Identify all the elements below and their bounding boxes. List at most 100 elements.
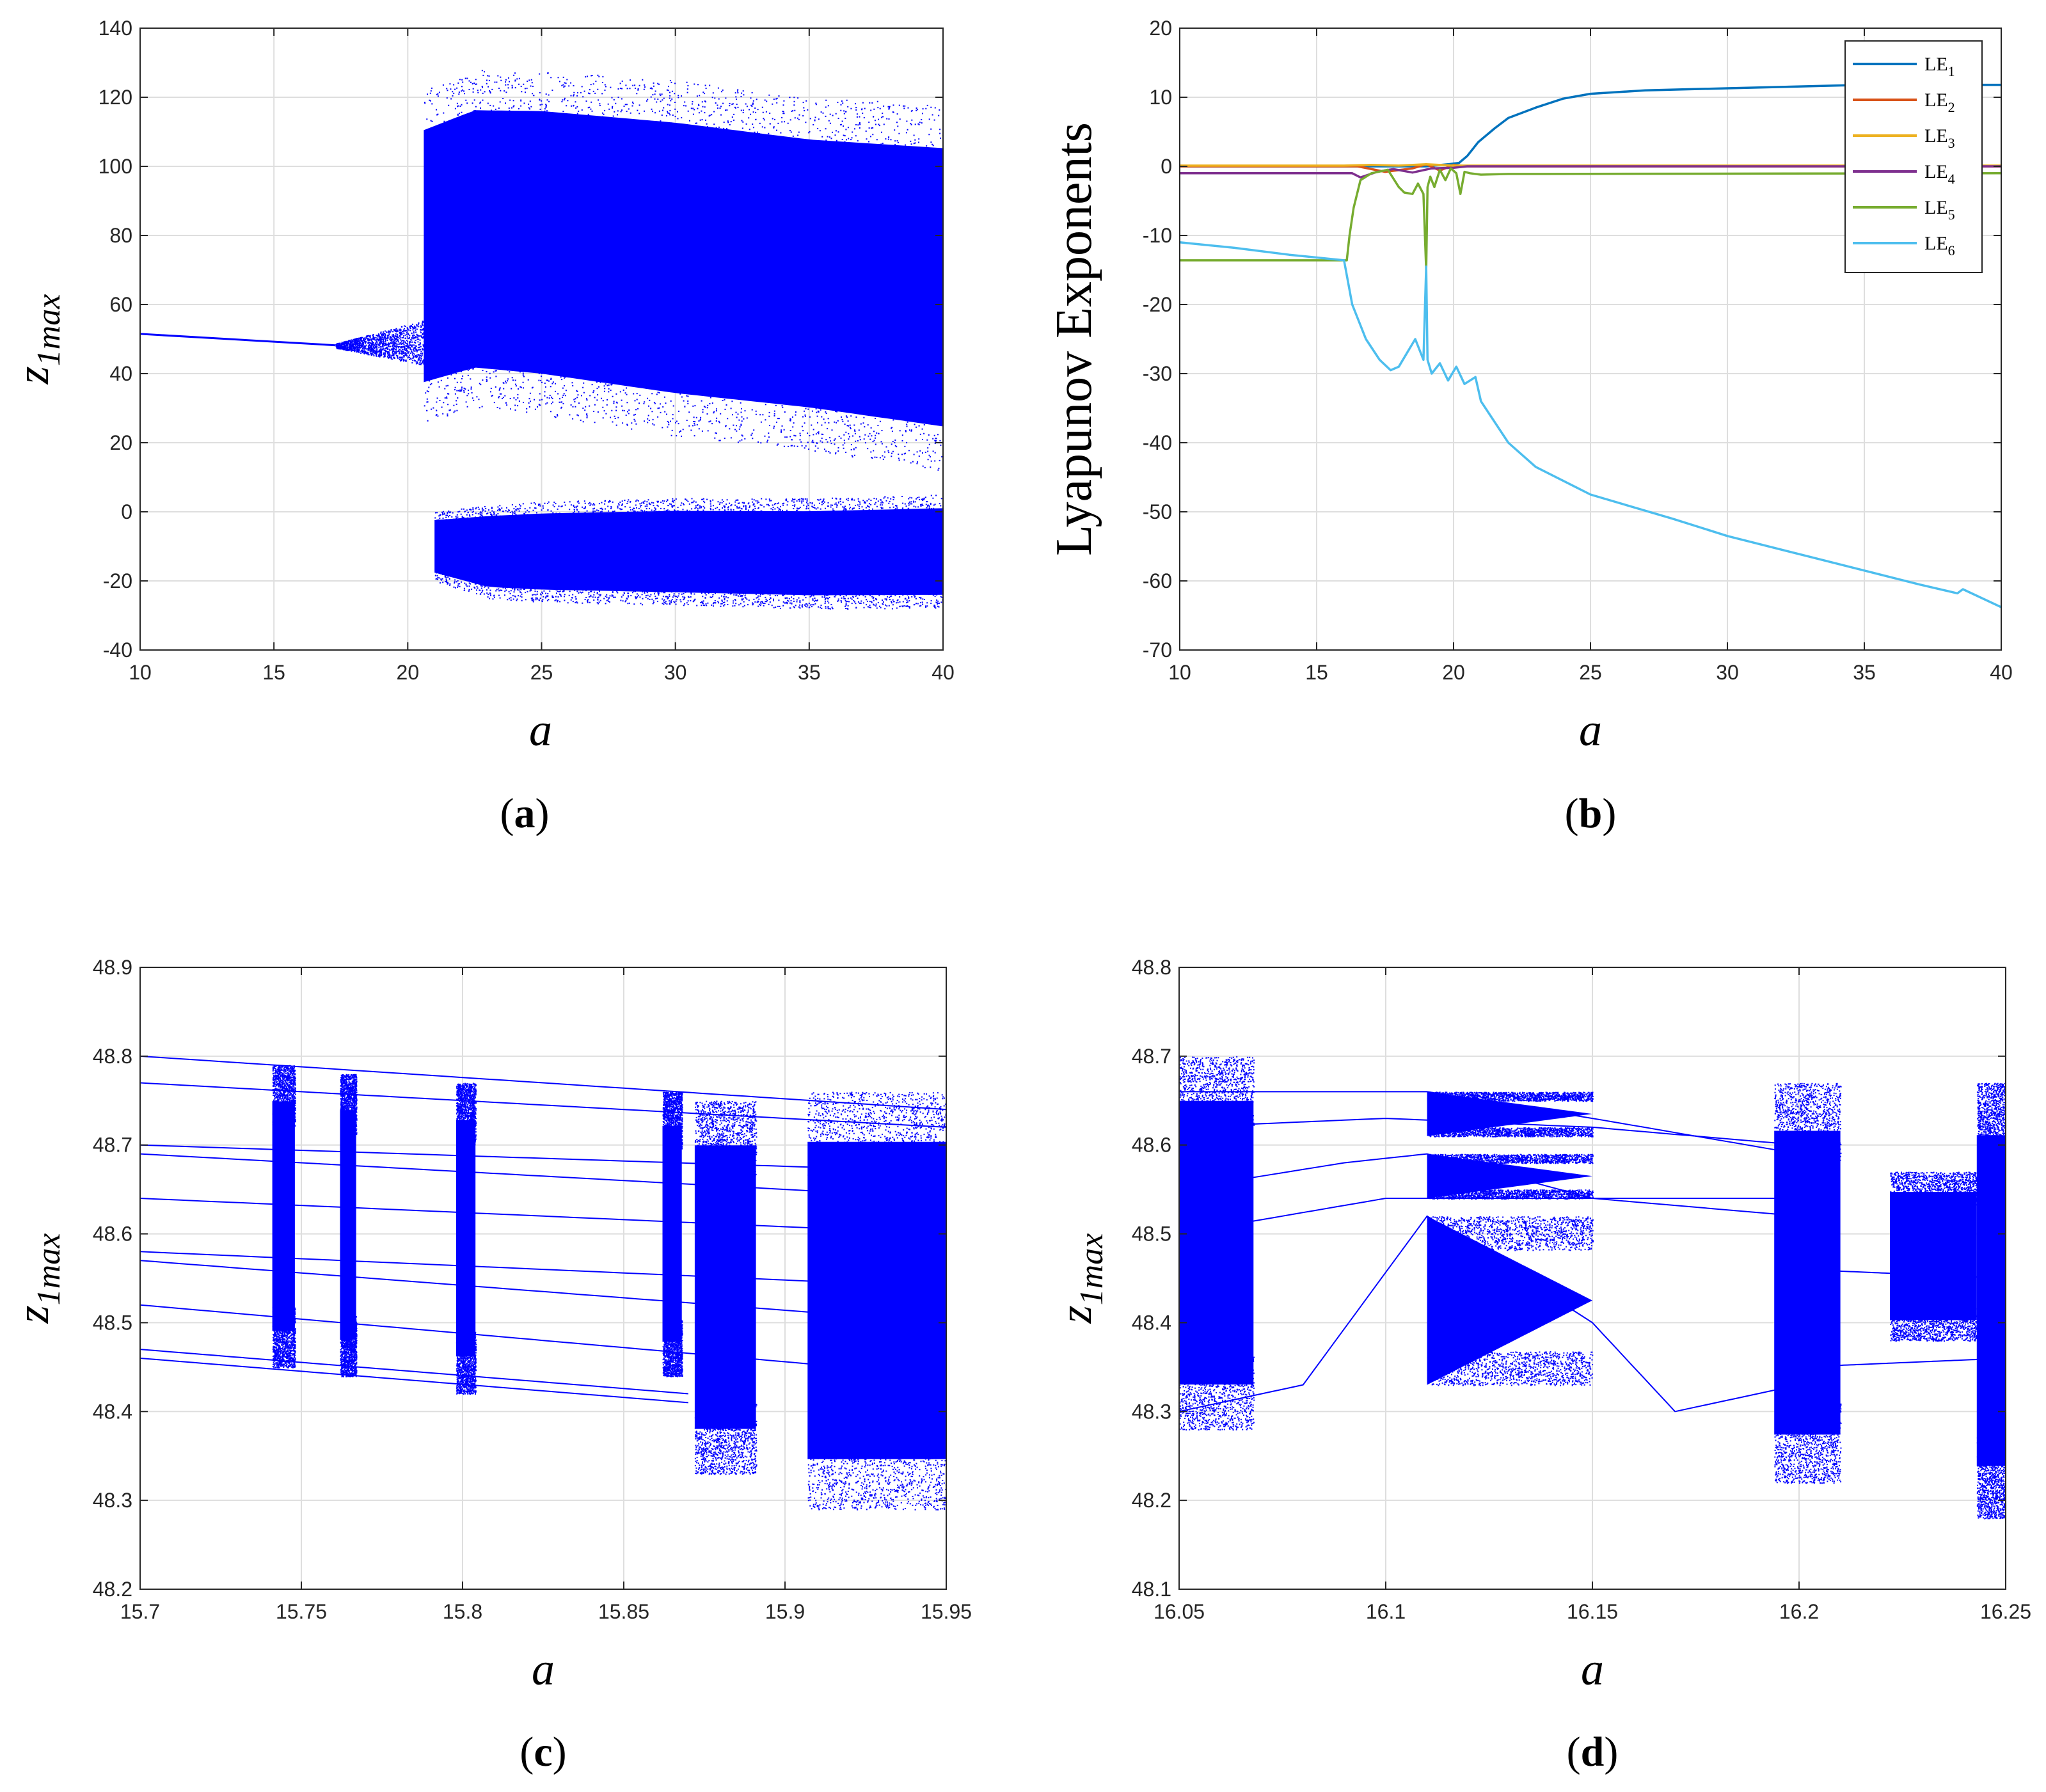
y-tick-label: -40 (103, 638, 132, 662)
x-tick-label: 15.9 (765, 1600, 805, 1623)
dense-region (1890, 1192, 1977, 1320)
y-axis-label-sub: 1max (1074, 1233, 1110, 1306)
legend-label-le3: LE3 (1924, 125, 1955, 151)
panel-label: (a) (500, 790, 550, 837)
x-tick-label: 30 (664, 661, 687, 684)
y-tick-label: 48.4 (93, 1400, 132, 1423)
x-tick-label: 15.95 (921, 1600, 972, 1623)
plot-area (140, 1055, 946, 1511)
x-tick-label: 15.85 (598, 1600, 649, 1623)
legend-label-le1: LE1 (1924, 54, 1955, 79)
y-tick-label: -30 (1143, 362, 1172, 385)
point-cloud (140, 333, 336, 347)
scatter-points (335, 320, 425, 365)
point-cloud (1890, 1171, 1978, 1342)
dense-region (1179, 1100, 1254, 1385)
y-tick-label: 60 (109, 293, 132, 316)
point-cloud (424, 70, 943, 471)
plot-area (140, 70, 943, 610)
y-tick-label: 48.2 (1132, 1489, 1171, 1512)
y-tick-label: 120 (99, 86, 132, 109)
legend-label-le6: LE6 (1924, 233, 1955, 258)
y-tick-label: 100 (99, 155, 132, 178)
y-axis-label-main: z (1050, 1305, 1101, 1324)
point-cloud (1774, 1082, 1842, 1484)
y-tick-label: -10 (1143, 224, 1172, 247)
dense-region (1427, 1091, 1592, 1136)
legend-label-le4: LE4 (1924, 161, 1955, 187)
y-tick-label: -40 (1143, 431, 1172, 454)
dense-region (434, 508, 943, 596)
y-axis-label-sub: 1max (31, 1233, 67, 1306)
branch-line (140, 1358, 688, 1404)
x-tick-label: 20 (1442, 661, 1465, 684)
x-tick-label: 25 (530, 661, 553, 684)
y-tick-label: 20 (109, 431, 132, 454)
panel-c: 15.7 15.75 15.8 15.85 15.9 15.95 48.2 48.3 48.4 4… (7, 956, 972, 1775)
y-tick-label: -50 (1143, 500, 1172, 523)
y-tick-label: -60 (1143, 569, 1172, 592)
scatter-points (662, 1091, 683, 1377)
point-cloud (1427, 1154, 1594, 1200)
dense-region (272, 1101, 295, 1331)
panel-label: (b) (1565, 790, 1617, 837)
y-axis-label: z1max (1050, 1233, 1110, 1324)
y-tick-label: 0 (1161, 155, 1172, 178)
y-tick-label: 48.6 (93, 1223, 132, 1246)
legend-box (1844, 40, 1983, 273)
scatter-points (1976, 1082, 2006, 1519)
x-tick-label: 15.75 (276, 1600, 327, 1623)
dense-region (1427, 1154, 1592, 1198)
x-axis-label: a (529, 704, 552, 756)
y-axis-label: Lyapunov Exponents (1046, 122, 1102, 556)
x-tick-label: 30 (1716, 661, 1739, 684)
x-tick-label: 16.05 (1154, 1600, 1205, 1623)
point-cloud (1179, 1056, 1255, 1431)
scatter-points (694, 1100, 757, 1475)
y-tick-label: 48.4 (1132, 1311, 1171, 1334)
legend-label-le5: LE5 (1924, 197, 1955, 223)
scatter-points (807, 1091, 946, 1511)
y-tick-label: 10 (1149, 86, 1172, 109)
y-tick-label: 48.6 (1132, 1134, 1171, 1157)
x-tick-label: 15 (262, 661, 285, 684)
point-cloud (340, 1074, 358, 1377)
legend-label-le2: LE2 (1924, 90, 1955, 115)
dense-region (340, 1110, 356, 1340)
x-tick-label: 16.1 (1366, 1600, 1406, 1623)
panel-d: 16.05 16.1 16.15 16.2 16.25 48.1 48.2 48.3 48.4 4… (1050, 956, 2031, 1775)
point-cloud (456, 1082, 477, 1395)
dense-region (807, 1141, 946, 1459)
point-cloud (434, 495, 943, 610)
x-tick-label: 15.8 (443, 1600, 482, 1623)
dense-region (424, 110, 943, 427)
y-tick-label: 48.9 (93, 956, 132, 979)
scatter-points (1427, 1154, 1594, 1200)
point-cloud (807, 1091, 946, 1511)
fixed-point-line (140, 333, 336, 347)
dense-region (662, 1125, 682, 1342)
x-axis-label: a (1581, 1644, 1604, 1695)
x-axis-label: a (532, 1644, 555, 1695)
y-tick-label: -20 (1143, 293, 1172, 316)
plot-area (1180, 83, 2001, 608)
y-tick-label: 48.3 (93, 1489, 132, 1512)
scatter-points (340, 1074, 358, 1377)
point-cloud (1427, 1216, 1594, 1386)
y-tick-label: 40 (109, 362, 132, 385)
dense-region (1774, 1130, 1841, 1435)
scatter-points (272, 1065, 296, 1368)
y-axis-label-main: z (7, 1305, 58, 1324)
y-tick-label: 0 (121, 500, 132, 523)
y-axis-label: z1max (7, 294, 67, 385)
y-tick-label: 48.8 (1132, 956, 1171, 979)
x-tick-label: 10 (1168, 661, 1191, 684)
panel-label: (c) (519, 1729, 566, 1775)
dense-region (1427, 1216, 1592, 1385)
y-axis-label-main: z (7, 366, 58, 385)
x-tick-label: 15 (1305, 661, 1328, 684)
point-cloud (1976, 1082, 2006, 1519)
series-line-le4 (1180, 165, 2001, 179)
panel-label-letter: b (1579, 790, 1603, 837)
